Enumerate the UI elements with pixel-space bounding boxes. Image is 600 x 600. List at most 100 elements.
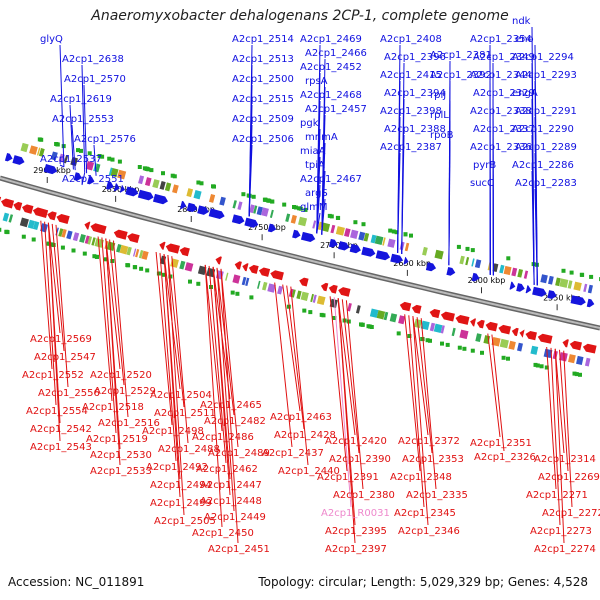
gene-label-top: A2cp1_2513 xyxy=(232,54,294,65)
feature-marker xyxy=(388,228,393,233)
cog-block xyxy=(298,216,308,227)
feature-marker xyxy=(76,148,80,153)
gene-arrow xyxy=(12,155,25,165)
feature-marker xyxy=(97,154,102,158)
gene-label-top: A2cp1_2509 xyxy=(232,114,294,125)
feature-marker xyxy=(270,199,275,204)
callout-line xyxy=(204,264,223,432)
gene-arrow xyxy=(532,286,547,297)
callout-line xyxy=(286,285,305,430)
feature-marker xyxy=(107,156,112,161)
cog-block xyxy=(543,348,553,359)
cog-block xyxy=(108,167,113,176)
cog-block xyxy=(94,238,104,248)
cog-block xyxy=(132,248,137,257)
callout-line xyxy=(412,316,429,526)
gene-label-top: A2cp1_2619 xyxy=(50,94,112,105)
feature-marker xyxy=(539,364,544,369)
cog-block xyxy=(116,243,122,253)
feature-marker xyxy=(321,313,326,318)
tick-label: 2600 kbp xyxy=(468,276,506,285)
gene-label-top: A2cp1_2638 xyxy=(62,54,124,65)
cog-block xyxy=(559,278,569,288)
gene-arrow xyxy=(525,330,537,341)
cog-block xyxy=(253,205,258,214)
feature-marker xyxy=(49,242,54,247)
cog-block xyxy=(347,303,352,312)
cog-block xyxy=(317,221,323,231)
gene-label-bottom: A2cp1_2335 xyxy=(406,490,468,501)
gene-label-bottom: A2cp1_2498 xyxy=(142,426,204,437)
cog-block xyxy=(404,242,410,252)
callout-line xyxy=(105,238,121,370)
feature-marker xyxy=(308,310,313,315)
cog-block xyxy=(186,188,194,198)
feature-marker xyxy=(4,229,9,234)
cog-block xyxy=(141,250,149,260)
gene-label-top: A2cp1_2551 xyxy=(62,174,124,185)
gene-arrow xyxy=(399,301,412,312)
gene-label-bottom: A2cp1_2428 xyxy=(274,430,336,441)
cog-block xyxy=(382,237,386,246)
feature-marker xyxy=(332,316,337,320)
gene-label-top: A2cp1_2354 xyxy=(470,34,532,45)
feature-marker xyxy=(579,272,584,277)
callout-line xyxy=(105,238,121,466)
cog-block xyxy=(492,263,499,273)
cog-block xyxy=(135,249,140,258)
gene-label-top: A2cp1_2286 xyxy=(512,160,574,171)
gene-label-top: A2cp1_2289 xyxy=(515,142,577,153)
cog-block xyxy=(8,214,14,223)
cog-block xyxy=(285,213,291,223)
gene-arrow xyxy=(485,321,498,332)
gene-arrow xyxy=(73,172,82,181)
accession-text: Accession: NC_011891 xyxy=(8,575,145,589)
gene-label-top: mnmA xyxy=(305,132,338,143)
gene-label-bottom: A2cp1_2488 xyxy=(158,444,220,455)
gene-label-top: pyrB xyxy=(473,160,496,171)
gene-label-top: pgk xyxy=(300,118,319,129)
gene-label-bottom: A2cp1_2269 xyxy=(538,472,600,483)
gene-arrow xyxy=(361,246,376,257)
feature-marker xyxy=(589,274,594,279)
gene-label-bottom: A2cp1_2451 xyxy=(208,544,270,555)
cog-block xyxy=(576,355,584,365)
cog-block xyxy=(587,284,593,294)
gene-arrow xyxy=(47,211,57,221)
cog-block xyxy=(530,345,539,355)
callout-line xyxy=(220,268,239,544)
cog-block xyxy=(85,161,95,171)
feature-marker xyxy=(572,371,577,376)
feature-marker xyxy=(60,245,65,250)
cog-block xyxy=(63,155,69,164)
callout-line xyxy=(408,315,425,508)
gene-arrow xyxy=(248,264,259,274)
feature-marker xyxy=(110,259,115,263)
cog-block xyxy=(291,289,296,298)
cog-block xyxy=(370,234,377,244)
feature-marker xyxy=(535,363,540,368)
feature-marker xyxy=(145,268,150,273)
cog-block xyxy=(257,280,261,289)
cog-block xyxy=(389,313,398,323)
gene-arrow xyxy=(511,327,519,337)
gene-label-top: A2cp1_2468 xyxy=(300,90,362,101)
gene-label-bottom: A2cp1_2440 xyxy=(278,466,340,477)
gene-label-bottom: A2cp1_2380 xyxy=(333,490,395,501)
callout-line xyxy=(487,333,501,438)
cog-block xyxy=(79,233,86,243)
cog-block xyxy=(36,147,41,156)
gene-arrow xyxy=(0,196,2,205)
gene-arrow xyxy=(105,181,114,190)
feature-marker xyxy=(462,346,467,351)
cog-block xyxy=(312,220,317,229)
callout-line xyxy=(59,164,65,168)
feature-marker xyxy=(303,207,308,212)
feature-marker xyxy=(391,229,396,234)
gene-arrow xyxy=(127,233,140,244)
feature-marker xyxy=(394,230,399,235)
gene-label-bottom: A2cp1_2273 xyxy=(530,526,592,537)
gene-label-bottom: A2cp1_2499 xyxy=(150,498,212,509)
feature-marker xyxy=(0,227,2,232)
